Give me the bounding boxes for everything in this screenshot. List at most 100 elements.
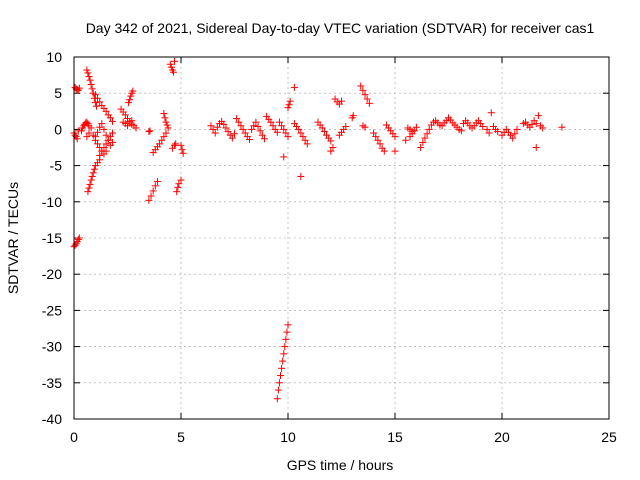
data-point: [83, 133, 91, 141]
y-tick-label: -35: [42, 375, 62, 391]
data-point: [207, 122, 215, 130]
data-point: [177, 176, 185, 184]
data-point: [284, 321, 292, 329]
data-point: [121, 111, 129, 119]
data-point: [290, 83, 298, 91]
y-tick-label: 0: [54, 121, 62, 137]
data-point: [269, 122, 277, 130]
data-point: [220, 120, 228, 128]
y-tick-label: -15: [42, 230, 62, 246]
data-point: [528, 120, 536, 128]
y-tick-label: -10: [42, 194, 62, 210]
data-point: [71, 131, 79, 139]
data-point: [365, 99, 373, 107]
data-point: [278, 364, 286, 372]
data-point: [160, 109, 168, 117]
data-point: [327, 147, 335, 155]
data-point: [128, 117, 136, 125]
data-point: [164, 124, 172, 132]
data-point: [254, 123, 262, 131]
plot-frame: [73, 56, 610, 420]
data-point: [479, 123, 487, 131]
data-point: [241, 129, 249, 137]
data-point: [260, 135, 268, 143]
data-point: [91, 99, 99, 107]
data-point: [278, 122, 286, 130]
data-point: [96, 151, 104, 159]
data-point: [320, 128, 328, 136]
data-point: [145, 128, 153, 136]
y-axis-label: SDTVAR / TECUs: [5, 182, 21, 294]
data-point: [421, 134, 429, 142]
data-point: [83, 118, 91, 126]
data-point: [89, 169, 97, 177]
data-point: [359, 86, 367, 94]
data-point: [349, 112, 357, 120]
data-point: [94, 140, 102, 148]
data-point: [532, 144, 540, 151]
data-point: [162, 118, 170, 126]
data-point: [74, 235, 82, 243]
data-point: [277, 372, 285, 380]
data-point: [83, 66, 91, 74]
data-point: [402, 136, 410, 144]
data-point: [273, 395, 281, 403]
data-point: [71, 241, 79, 249]
data-point: [92, 102, 100, 110]
data-point: [408, 128, 416, 136]
data-point: [85, 184, 93, 192]
data-point: [171, 141, 179, 149]
data-point: [539, 124, 547, 132]
y-tick-label: -25: [42, 302, 62, 318]
data-point: [177, 141, 185, 149]
data-point: [126, 96, 134, 104]
data-point: [88, 85, 96, 93]
data-point: [106, 133, 114, 141]
data-point: [98, 147, 106, 155]
data-point: [267, 118, 275, 126]
y-tick-label: -30: [42, 339, 62, 355]
data-point: [102, 140, 110, 148]
data-point: [129, 87, 137, 95]
data-point: [209, 125, 217, 133]
data-point: [245, 136, 253, 144]
data-point: [100, 144, 108, 151]
data-point: [391, 147, 399, 155]
data-point: [286, 97, 294, 105]
data-point: [94, 128, 102, 136]
data-point: [179, 149, 187, 157]
data-point: [156, 140, 164, 148]
data-point: [145, 196, 153, 204]
data-point: [509, 134, 517, 142]
data-point: [213, 123, 221, 131]
x-tick-label: 5: [177, 429, 185, 445]
data-point: [87, 81, 95, 89]
data-point: [295, 125, 303, 133]
chart-title: Day 342 of 2021, Sidereal Day-to-day VTE…: [86, 20, 595, 36]
data-point: [256, 127, 264, 135]
data-point: [252, 118, 260, 126]
data-point: [171, 57, 179, 65]
data-point: [73, 135, 81, 143]
data-point: [279, 357, 287, 365]
y-tick-label: -40: [42, 411, 62, 427]
data-point: [327, 137, 335, 145]
data-point: [280, 153, 288, 161]
data-point: [161, 114, 169, 122]
y-tick-label: -20: [42, 266, 62, 282]
data-point: [250, 122, 258, 130]
y-tick-label: -5: [50, 158, 63, 174]
data-point: [284, 133, 292, 141]
x-tick-label: 20: [494, 429, 510, 445]
y-tick-label: 5: [54, 85, 62, 101]
data-point: [109, 129, 117, 137]
data-point: [532, 120, 540, 128]
data-point: [84, 188, 92, 196]
x-tick-label: 15: [387, 429, 403, 445]
data-point: [282, 129, 290, 137]
data-point: [175, 180, 183, 188]
data-point: [85, 73, 93, 81]
data-point: [222, 124, 230, 132]
data-point: [342, 123, 350, 131]
